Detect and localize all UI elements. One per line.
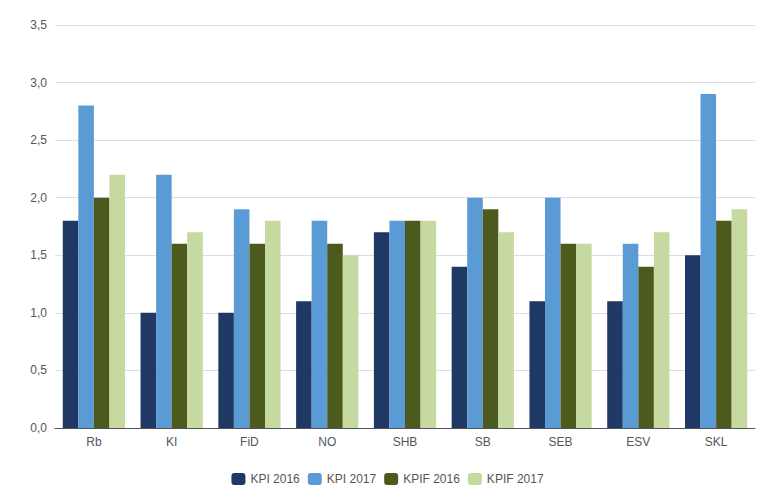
svg-text:SB: SB: [475, 435, 491, 449]
svg-text:KPIF 2017: KPIF 2017: [487, 472, 544, 486]
svg-text:2,5: 2,5: [30, 133, 47, 147]
svg-text:3,0: 3,0: [30, 76, 47, 90]
svg-text:3,5: 3,5: [30, 18, 47, 32]
svg-text:NO: NO: [318, 435, 336, 449]
svg-text:FiD: FiD: [240, 435, 259, 449]
svg-text:ESV: ESV: [626, 435, 650, 449]
svg-text:SHB: SHB: [393, 435, 418, 449]
svg-text:KI: KI: [166, 435, 177, 449]
svg-text:0,5: 0,5: [30, 363, 47, 377]
svg-text:SEB: SEB: [549, 435, 573, 449]
svg-text:2,0: 2,0: [30, 191, 47, 205]
svg-text:SKL: SKL: [705, 435, 728, 449]
svg-text:KPI 2016: KPI 2016: [250, 472, 300, 486]
svg-text:1,0: 1,0: [30, 306, 47, 320]
svg-text:0,0: 0,0: [30, 421, 47, 435]
svg-text:1,5: 1,5: [30, 248, 47, 262]
svg-text:Rb: Rb: [86, 435, 102, 449]
svg-text:KPIF 2016: KPIF 2016: [403, 472, 460, 486]
svg-text:KPI 2017: KPI 2017: [327, 472, 377, 486]
